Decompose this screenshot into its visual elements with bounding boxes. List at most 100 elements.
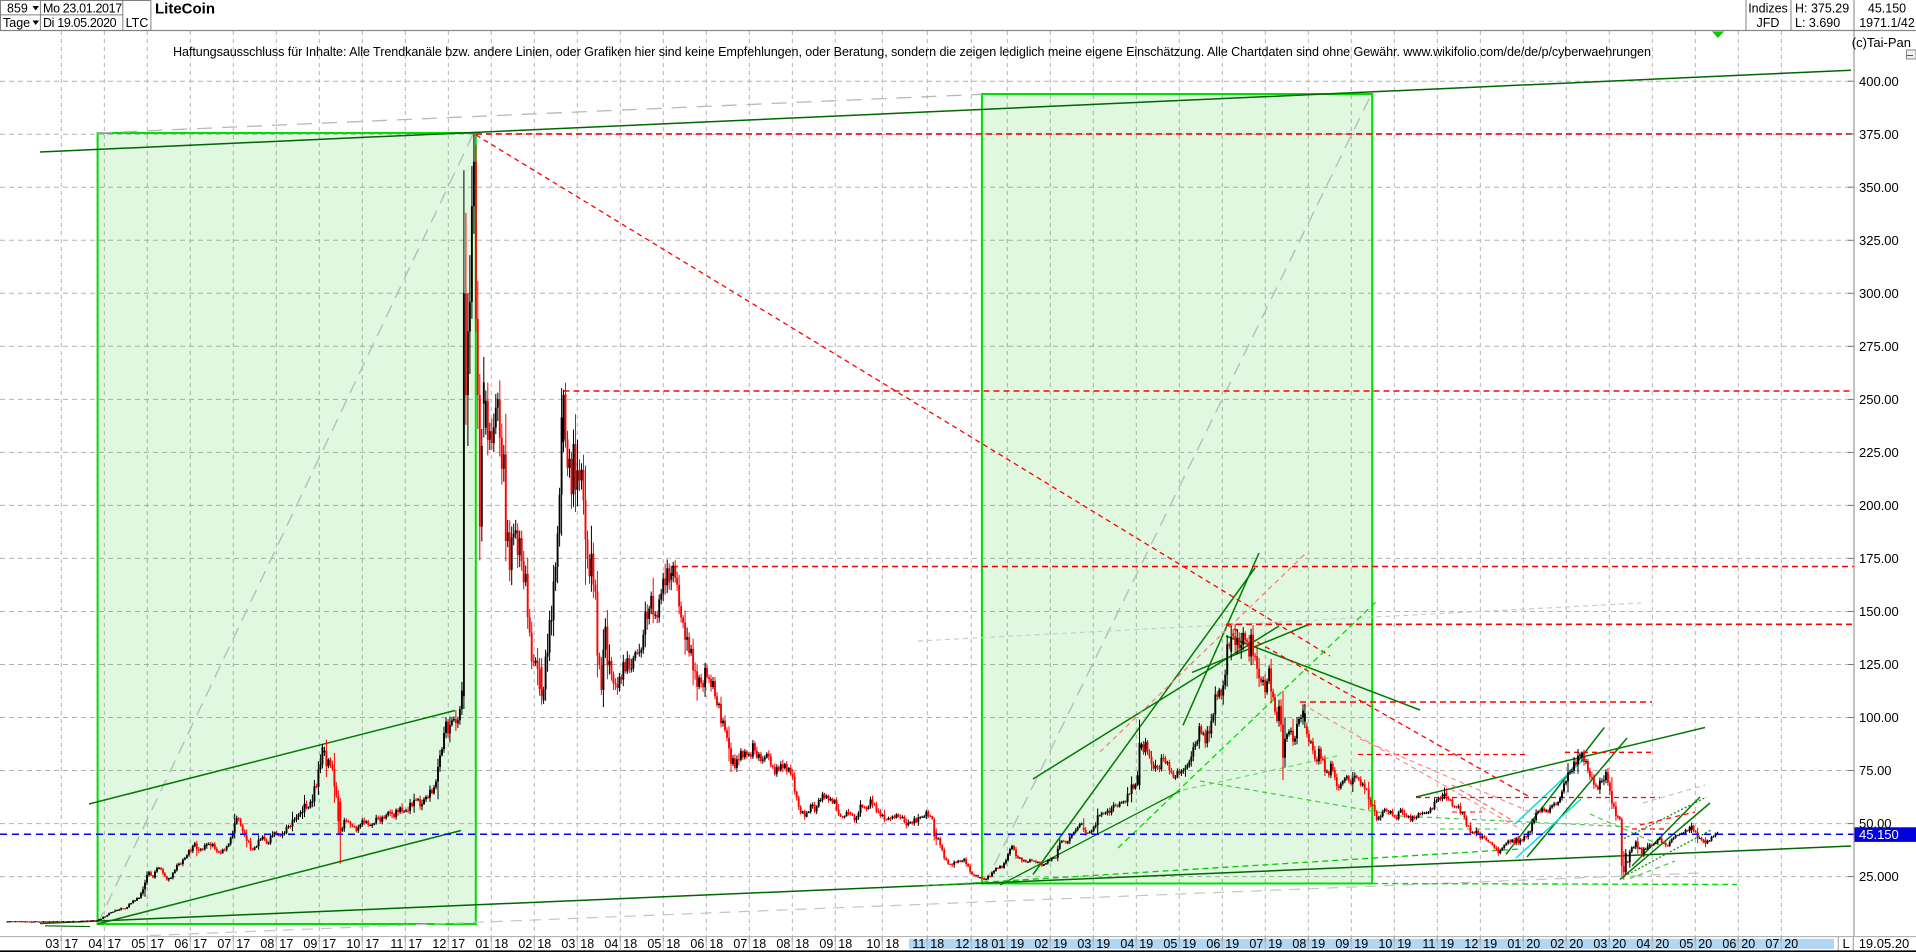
svg-text:19: 19 [1483, 937, 1497, 951]
svg-text:07: 07 [733, 937, 747, 951]
svg-text:09: 09 [1335, 937, 1349, 951]
svg-text:Indizes: Indizes [1748, 1, 1788, 15]
svg-text:L: 3.690: L: 3.690 [1795, 16, 1840, 30]
svg-text:01: 01 [1507, 937, 1521, 951]
svg-text:12: 12 [1464, 937, 1478, 951]
svg-text:17: 17 [64, 937, 78, 951]
svg-text:06: 06 [174, 937, 188, 951]
svg-text:859: 859 [7, 1, 28, 15]
svg-text:04: 04 [88, 937, 102, 951]
svg-text:18: 18 [580, 937, 594, 951]
svg-text:(c)Tai-Pan: (c)Tai-Pan [1852, 35, 1911, 50]
svg-text:150.00: 150.00 [1859, 604, 1899, 619]
svg-text:18: 18 [795, 937, 809, 951]
svg-text:09: 09 [303, 937, 317, 951]
svg-text:17: 17 [107, 937, 121, 951]
svg-text:18: 18 [623, 937, 637, 951]
svg-text:Haftungsausschluss für Inhalte: Haftungsausschluss für Inhalte: Alle Tre… [173, 45, 1651, 59]
svg-text:18: 18 [494, 937, 508, 951]
svg-text:18: 18 [666, 937, 680, 951]
svg-text:03: 03 [45, 937, 59, 951]
svg-text:375.00: 375.00 [1859, 127, 1899, 142]
svg-text:19: 19 [1010, 937, 1024, 951]
svg-text:17: 17 [193, 937, 207, 951]
svg-text:02: 02 [518, 937, 532, 951]
svg-text:11: 11 [390, 937, 403, 951]
svg-text:400.00: 400.00 [1859, 74, 1899, 89]
svg-text:250.00: 250.00 [1859, 392, 1899, 407]
svg-text:20: 20 [1741, 937, 1755, 951]
svg-text:05: 05 [131, 937, 145, 951]
svg-text:19: 19 [1440, 937, 1454, 951]
svg-text:03: 03 [1593, 937, 1607, 951]
svg-text:18: 18 [537, 937, 551, 951]
svg-text:02: 02 [1550, 937, 1564, 951]
svg-text:JFD: JFD [1757, 16, 1780, 30]
svg-text:19: 19 [1311, 937, 1325, 951]
svg-text:10: 10 [1378, 937, 1392, 951]
svg-text:19: 19 [1268, 937, 1282, 951]
svg-text:20: 20 [1698, 937, 1712, 951]
svg-text:03: 03 [561, 937, 575, 951]
svg-text:10: 10 [346, 937, 360, 951]
svg-text:19: 19 [1225, 937, 1239, 951]
svg-text:Mo 23.01.2017: Mo 23.01.2017 [43, 1, 122, 15]
svg-text:20: 20 [1569, 937, 1583, 951]
svg-text:08: 08 [776, 937, 790, 951]
svg-text:75.00: 75.00 [1859, 763, 1892, 778]
svg-text:H: 375.29: H: 375.29 [1795, 1, 1849, 15]
svg-text:17: 17 [365, 937, 379, 951]
svg-text:20: 20 [1784, 937, 1798, 951]
svg-text:18: 18 [885, 937, 899, 951]
svg-text:100.00: 100.00 [1859, 710, 1899, 725]
svg-text:18: 18 [709, 937, 723, 951]
svg-text:17: 17 [150, 937, 164, 951]
svg-text:18: 18 [974, 937, 988, 951]
svg-text:200.00: 200.00 [1859, 498, 1899, 513]
svg-text:07: 07 [217, 937, 231, 951]
svg-text:09: 09 [819, 937, 833, 951]
svg-text:08: 08 [1292, 937, 1306, 951]
svg-text:05: 05 [1679, 937, 1693, 951]
svg-text:11: 11 [912, 937, 925, 951]
svg-text:Tage: Tage [3, 16, 30, 30]
svg-text:17: 17 [408, 937, 422, 951]
svg-text:LiteCoin: LiteCoin [155, 1, 215, 18]
svg-text:19: 19 [1182, 937, 1196, 951]
svg-text:300.00: 300.00 [1859, 286, 1899, 301]
svg-text:18: 18 [930, 937, 944, 951]
svg-text:11: 11 [1422, 937, 1435, 951]
svg-text:06: 06 [1722, 937, 1736, 951]
svg-text:19: 19 [1354, 937, 1368, 951]
svg-text:02: 02 [1034, 937, 1048, 951]
svg-text:12: 12 [432, 937, 446, 951]
svg-text:19: 19 [1096, 937, 1110, 951]
svg-text:350.00: 350.00 [1859, 180, 1899, 195]
svg-text:1971.1/42: 1971.1/42 [1859, 16, 1915, 30]
svg-text:04: 04 [604, 937, 618, 951]
svg-text:10: 10 [866, 937, 880, 951]
svg-text:03: 03 [1077, 937, 1091, 951]
svg-text:175.00: 175.00 [1859, 551, 1899, 566]
svg-text:LTC: LTC [126, 16, 149, 30]
svg-text:01: 01 [991, 937, 1005, 951]
svg-text:225.00: 225.00 [1859, 445, 1899, 460]
svg-text:04: 04 [1636, 937, 1650, 951]
svg-text:06: 06 [1206, 937, 1220, 951]
svg-text:19: 19 [1053, 937, 1067, 951]
svg-text:19: 19 [1397, 937, 1411, 951]
svg-text:325.00: 325.00 [1859, 233, 1899, 248]
svg-text:07: 07 [1765, 937, 1779, 951]
svg-text:20: 20 [1612, 937, 1626, 951]
svg-text:L: L [1843, 936, 1850, 951]
svg-text:17: 17 [236, 937, 250, 951]
svg-text:45.150: 45.150 [1868, 1, 1906, 15]
svg-text:18: 18 [752, 937, 766, 951]
svg-text:17: 17 [451, 937, 465, 951]
svg-text:19: 19 [1139, 937, 1153, 951]
svg-text:20: 20 [1655, 937, 1669, 951]
svg-text:17: 17 [279, 937, 293, 951]
svg-text:05: 05 [1163, 937, 1177, 951]
svg-text:05: 05 [647, 937, 661, 951]
svg-text:06: 06 [690, 937, 704, 951]
